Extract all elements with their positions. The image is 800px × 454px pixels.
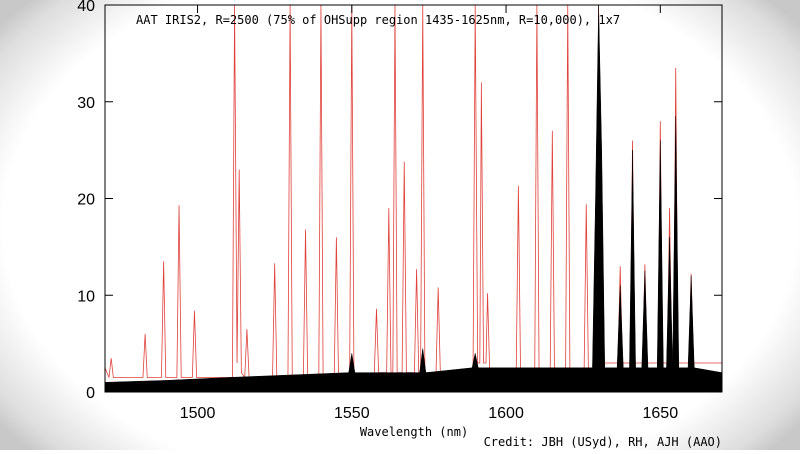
- y-tick-label: 0: [86, 385, 95, 402]
- plot-frame: [104, 4, 723, 393]
- x-axis-label: Wavelength (nm): [360, 425, 468, 439]
- y-tick-label: 20: [77, 192, 95, 209]
- y-tick-label: 40: [77, 0, 95, 15]
- x-tick-label: 1650: [643, 405, 679, 422]
- y-tick-label: 30: [77, 95, 95, 112]
- x-tick-label: 1550: [334, 405, 370, 422]
- x-tick-label: 1600: [488, 405, 524, 422]
- spectrum-area: [105, 5, 722, 392]
- spectrum-line: [105, 5, 722, 379]
- credit: Credit: JBH (USyd), RH, AJH (AAO): [484, 435, 722, 449]
- x-tick-label: 1500: [180, 405, 216, 422]
- plot-area: [105, 5, 722, 392]
- chart-title: AAT IRIS2, R=2500 (75% of OHSupp region …: [136, 13, 620, 27]
- y-tick-label: 10: [77, 288, 95, 305]
